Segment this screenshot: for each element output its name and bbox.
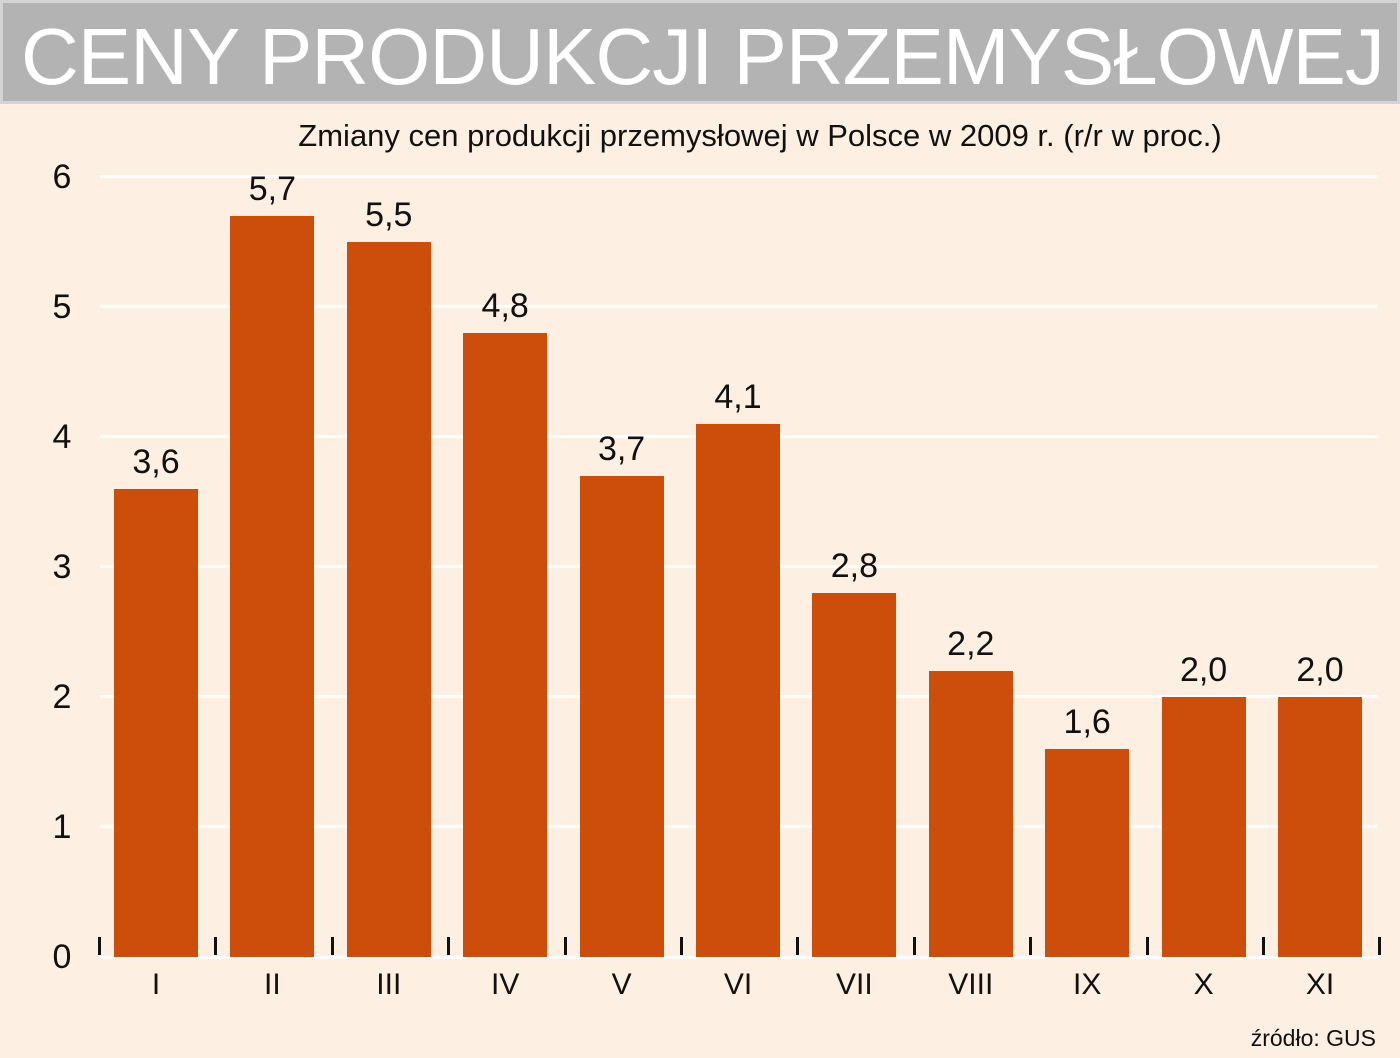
x-tick-label: VIII <box>948 968 994 1001</box>
bar-value-label: 5,5 <box>365 196 413 234</box>
bar-value-label: 5,7 <box>248 170 297 208</box>
x-tick-mark <box>1262 937 1265 955</box>
bar-value-label: 2,0 <box>1296 651 1344 689</box>
x-tick-mark <box>1145 937 1149 955</box>
y-tick-label: 0 <box>52 938 72 976</box>
bar-value-label: 3,6 <box>132 443 180 481</box>
bar <box>114 489 198 957</box>
x-tick-label: I <box>151 968 161 1001</box>
x-tick-mark <box>680 937 683 955</box>
x-tick-mark <box>447 937 451 955</box>
x-tick-mark <box>330 937 334 955</box>
header-banner: CENY PRODUKCJI PRZEMYSŁOWEJ <box>0 0 1400 104</box>
bar <box>1045 749 1130 957</box>
bar-value-label: 4,1 <box>714 378 762 416</box>
x-tick-mark <box>912 937 916 955</box>
bar <box>1278 697 1362 957</box>
x-tick-mark <box>563 937 567 955</box>
x-tick-label: III <box>376 968 402 1001</box>
source-note: źródło: GUS <box>1250 1025 1376 1051</box>
x-tick-mark <box>796 937 800 955</box>
bar-value-label: 1,6 <box>1063 703 1111 741</box>
chart-title: Zmiany cen produkcji przemysłowej w Pols… <box>298 118 1222 153</box>
bar <box>928 671 1013 957</box>
y-tick-label: 5 <box>52 288 72 326</box>
x-tick-label: VI <box>723 968 753 1001</box>
x-tick-label: X <box>1193 968 1214 1001</box>
x-tick-label: VII <box>836 968 873 1001</box>
bar-value-label: 4,8 <box>481 287 529 325</box>
page-title: CENY PRODUKCJI PRZEMYSŁOWEJ <box>21 12 1385 101</box>
bar <box>230 216 315 957</box>
bar-value-label: 2,2 <box>947 625 995 663</box>
bar <box>812 593 897 957</box>
x-axis-line <box>100 956 1378 959</box>
y-tick-label: 1 <box>52 808 72 846</box>
bar-value-label: 3,7 <box>597 430 646 468</box>
bar <box>1161 697 1246 957</box>
gridline <box>100 175 1378 178</box>
x-tick-mark <box>98 937 101 955</box>
bar-value-label: 2,8 <box>830 547 879 585</box>
y-tick-label: 2 <box>52 678 72 716</box>
bar <box>579 476 664 957</box>
gridline <box>100 305 1378 308</box>
y-tick-label: 4 <box>52 418 72 456</box>
x-tick-label: II <box>264 968 281 1001</box>
bar <box>463 333 548 957</box>
bar <box>346 242 431 957</box>
y-tick-label: 3 <box>52 548 72 586</box>
x-tick-label: V <box>611 968 632 1001</box>
x-tick-label: IX <box>1073 968 1102 1001</box>
y-tick-label: 6 <box>52 158 72 196</box>
x-tick-label: IV <box>491 968 520 1001</box>
x-tick-label: XI <box>1305 968 1335 1001</box>
bar-value-label: 2,0 <box>1179 651 1228 689</box>
x-tick-mark <box>1029 937 1033 955</box>
x-tick-mark <box>1378 937 1382 955</box>
x-tick-mark <box>214 937 218 955</box>
bar <box>696 424 780 957</box>
